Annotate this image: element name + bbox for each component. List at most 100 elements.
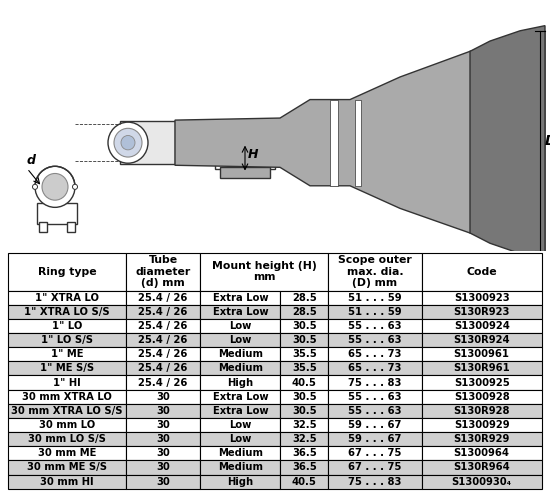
Text: 25.4 / 26: 25.4 / 26 bbox=[138, 377, 188, 387]
Text: 28.5: 28.5 bbox=[292, 307, 317, 317]
Text: S130R923: S130R923 bbox=[454, 307, 510, 317]
Circle shape bbox=[73, 184, 78, 189]
Text: Extra Low: Extra Low bbox=[212, 392, 268, 402]
Text: S1300930₄: S1300930₄ bbox=[452, 477, 512, 487]
Text: High: High bbox=[227, 477, 254, 487]
Bar bbox=[328, 362, 422, 375]
Text: 65 . . . 73: 65 . . . 73 bbox=[348, 349, 401, 359]
Bar bbox=[125, 432, 200, 446]
Bar bbox=[200, 319, 280, 333]
Bar bbox=[422, 446, 542, 460]
Bar bbox=[328, 319, 422, 333]
Bar bbox=[125, 460, 200, 475]
Bar bbox=[422, 418, 542, 432]
Text: Low: Low bbox=[229, 335, 251, 345]
Circle shape bbox=[114, 128, 142, 157]
Text: 30 mm ME: 30 mm ME bbox=[38, 448, 96, 458]
Text: 59 . . . 67: 59 . . . 67 bbox=[348, 434, 401, 444]
Bar bbox=[280, 362, 328, 375]
Text: S1300928: S1300928 bbox=[454, 392, 510, 402]
Text: 1" ME S/S: 1" ME S/S bbox=[40, 364, 94, 374]
Bar bbox=[8, 305, 125, 319]
Text: d: d bbox=[27, 154, 36, 167]
Bar bbox=[125, 389, 200, 404]
Bar bbox=[328, 375, 422, 389]
Text: S1300924: S1300924 bbox=[454, 321, 510, 331]
Text: Medium: Medium bbox=[218, 463, 263, 473]
Text: 25.4 / 26: 25.4 / 26 bbox=[138, 335, 188, 345]
Text: 30 mm LO: 30 mm LO bbox=[39, 420, 95, 430]
Text: 36.5: 36.5 bbox=[292, 463, 317, 473]
Text: 35.5: 35.5 bbox=[292, 364, 317, 374]
Bar bbox=[328, 347, 422, 362]
Bar bbox=[200, 375, 280, 389]
Text: 25.4 / 26: 25.4 / 26 bbox=[138, 321, 188, 331]
Bar bbox=[200, 362, 280, 375]
Text: Medium: Medium bbox=[218, 349, 263, 359]
Text: 40.5: 40.5 bbox=[292, 477, 317, 487]
Text: 30.5: 30.5 bbox=[292, 392, 317, 402]
Bar bbox=[8, 475, 125, 489]
Text: 55 . . . 63: 55 . . . 63 bbox=[348, 392, 402, 402]
Text: 25.4 / 26: 25.4 / 26 bbox=[138, 293, 188, 303]
Text: High: High bbox=[227, 377, 254, 387]
Text: 35.5: 35.5 bbox=[292, 349, 317, 359]
Circle shape bbox=[42, 173, 68, 200]
Bar bbox=[8, 375, 125, 389]
Bar bbox=[328, 475, 422, 489]
Text: Code: Code bbox=[466, 266, 497, 276]
Bar bbox=[125, 252, 200, 290]
Bar bbox=[125, 375, 200, 389]
Circle shape bbox=[225, 122, 265, 163]
Text: Extra Low: Extra Low bbox=[212, 307, 268, 317]
Text: 32.5: 32.5 bbox=[292, 420, 317, 430]
Text: 1" ME: 1" ME bbox=[51, 349, 83, 359]
Bar bbox=[328, 418, 422, 432]
Circle shape bbox=[121, 135, 135, 150]
Text: H: H bbox=[248, 148, 258, 161]
Text: 25.4 / 26: 25.4 / 26 bbox=[138, 364, 188, 374]
Text: S130R928: S130R928 bbox=[454, 406, 510, 416]
Text: 30.5: 30.5 bbox=[292, 406, 317, 416]
Bar bbox=[200, 389, 280, 404]
Bar bbox=[125, 333, 200, 347]
Text: 30: 30 bbox=[156, 448, 170, 458]
Bar bbox=[422, 375, 542, 389]
Bar bbox=[280, 475, 328, 489]
Bar bbox=[8, 333, 125, 347]
Bar bbox=[330, 100, 338, 186]
Text: S1300923: S1300923 bbox=[454, 293, 509, 303]
Bar bbox=[422, 290, 542, 305]
Text: 25.4 / 26: 25.4 / 26 bbox=[138, 307, 188, 317]
Bar bbox=[125, 418, 200, 432]
Text: 1" XTRA LO: 1" XTRA LO bbox=[35, 293, 99, 303]
Circle shape bbox=[223, 140, 228, 145]
Bar bbox=[8, 446, 125, 460]
Bar bbox=[422, 460, 542, 475]
Text: 75 . . . 83: 75 . . . 83 bbox=[348, 477, 401, 487]
Bar bbox=[422, 252, 542, 290]
Bar bbox=[328, 432, 422, 446]
Bar bbox=[8, 418, 125, 432]
Bar bbox=[280, 446, 328, 460]
Bar bbox=[422, 389, 542, 404]
Bar bbox=[422, 432, 542, 446]
Text: Medium: Medium bbox=[218, 448, 263, 458]
Bar bbox=[37, 203, 77, 224]
Text: 30 mm HI: 30 mm HI bbox=[40, 477, 94, 487]
Text: S130R964: S130R964 bbox=[453, 463, 510, 473]
Text: S130R924: S130R924 bbox=[453, 335, 510, 345]
Text: 25.4 / 26: 25.4 / 26 bbox=[138, 349, 188, 359]
Bar bbox=[125, 404, 200, 418]
Text: S1300925: S1300925 bbox=[454, 377, 510, 387]
Bar bbox=[220, 167, 270, 178]
Bar bbox=[200, 404, 280, 418]
Circle shape bbox=[262, 140, 267, 145]
Text: 28.5: 28.5 bbox=[292, 293, 317, 303]
Text: 65 . . . 73: 65 . . . 73 bbox=[348, 364, 401, 374]
Bar bbox=[355, 100, 361, 186]
Bar bbox=[200, 475, 280, 489]
Bar bbox=[422, 404, 542, 418]
Text: Extra Low: Extra Low bbox=[212, 406, 268, 416]
Bar bbox=[328, 333, 422, 347]
